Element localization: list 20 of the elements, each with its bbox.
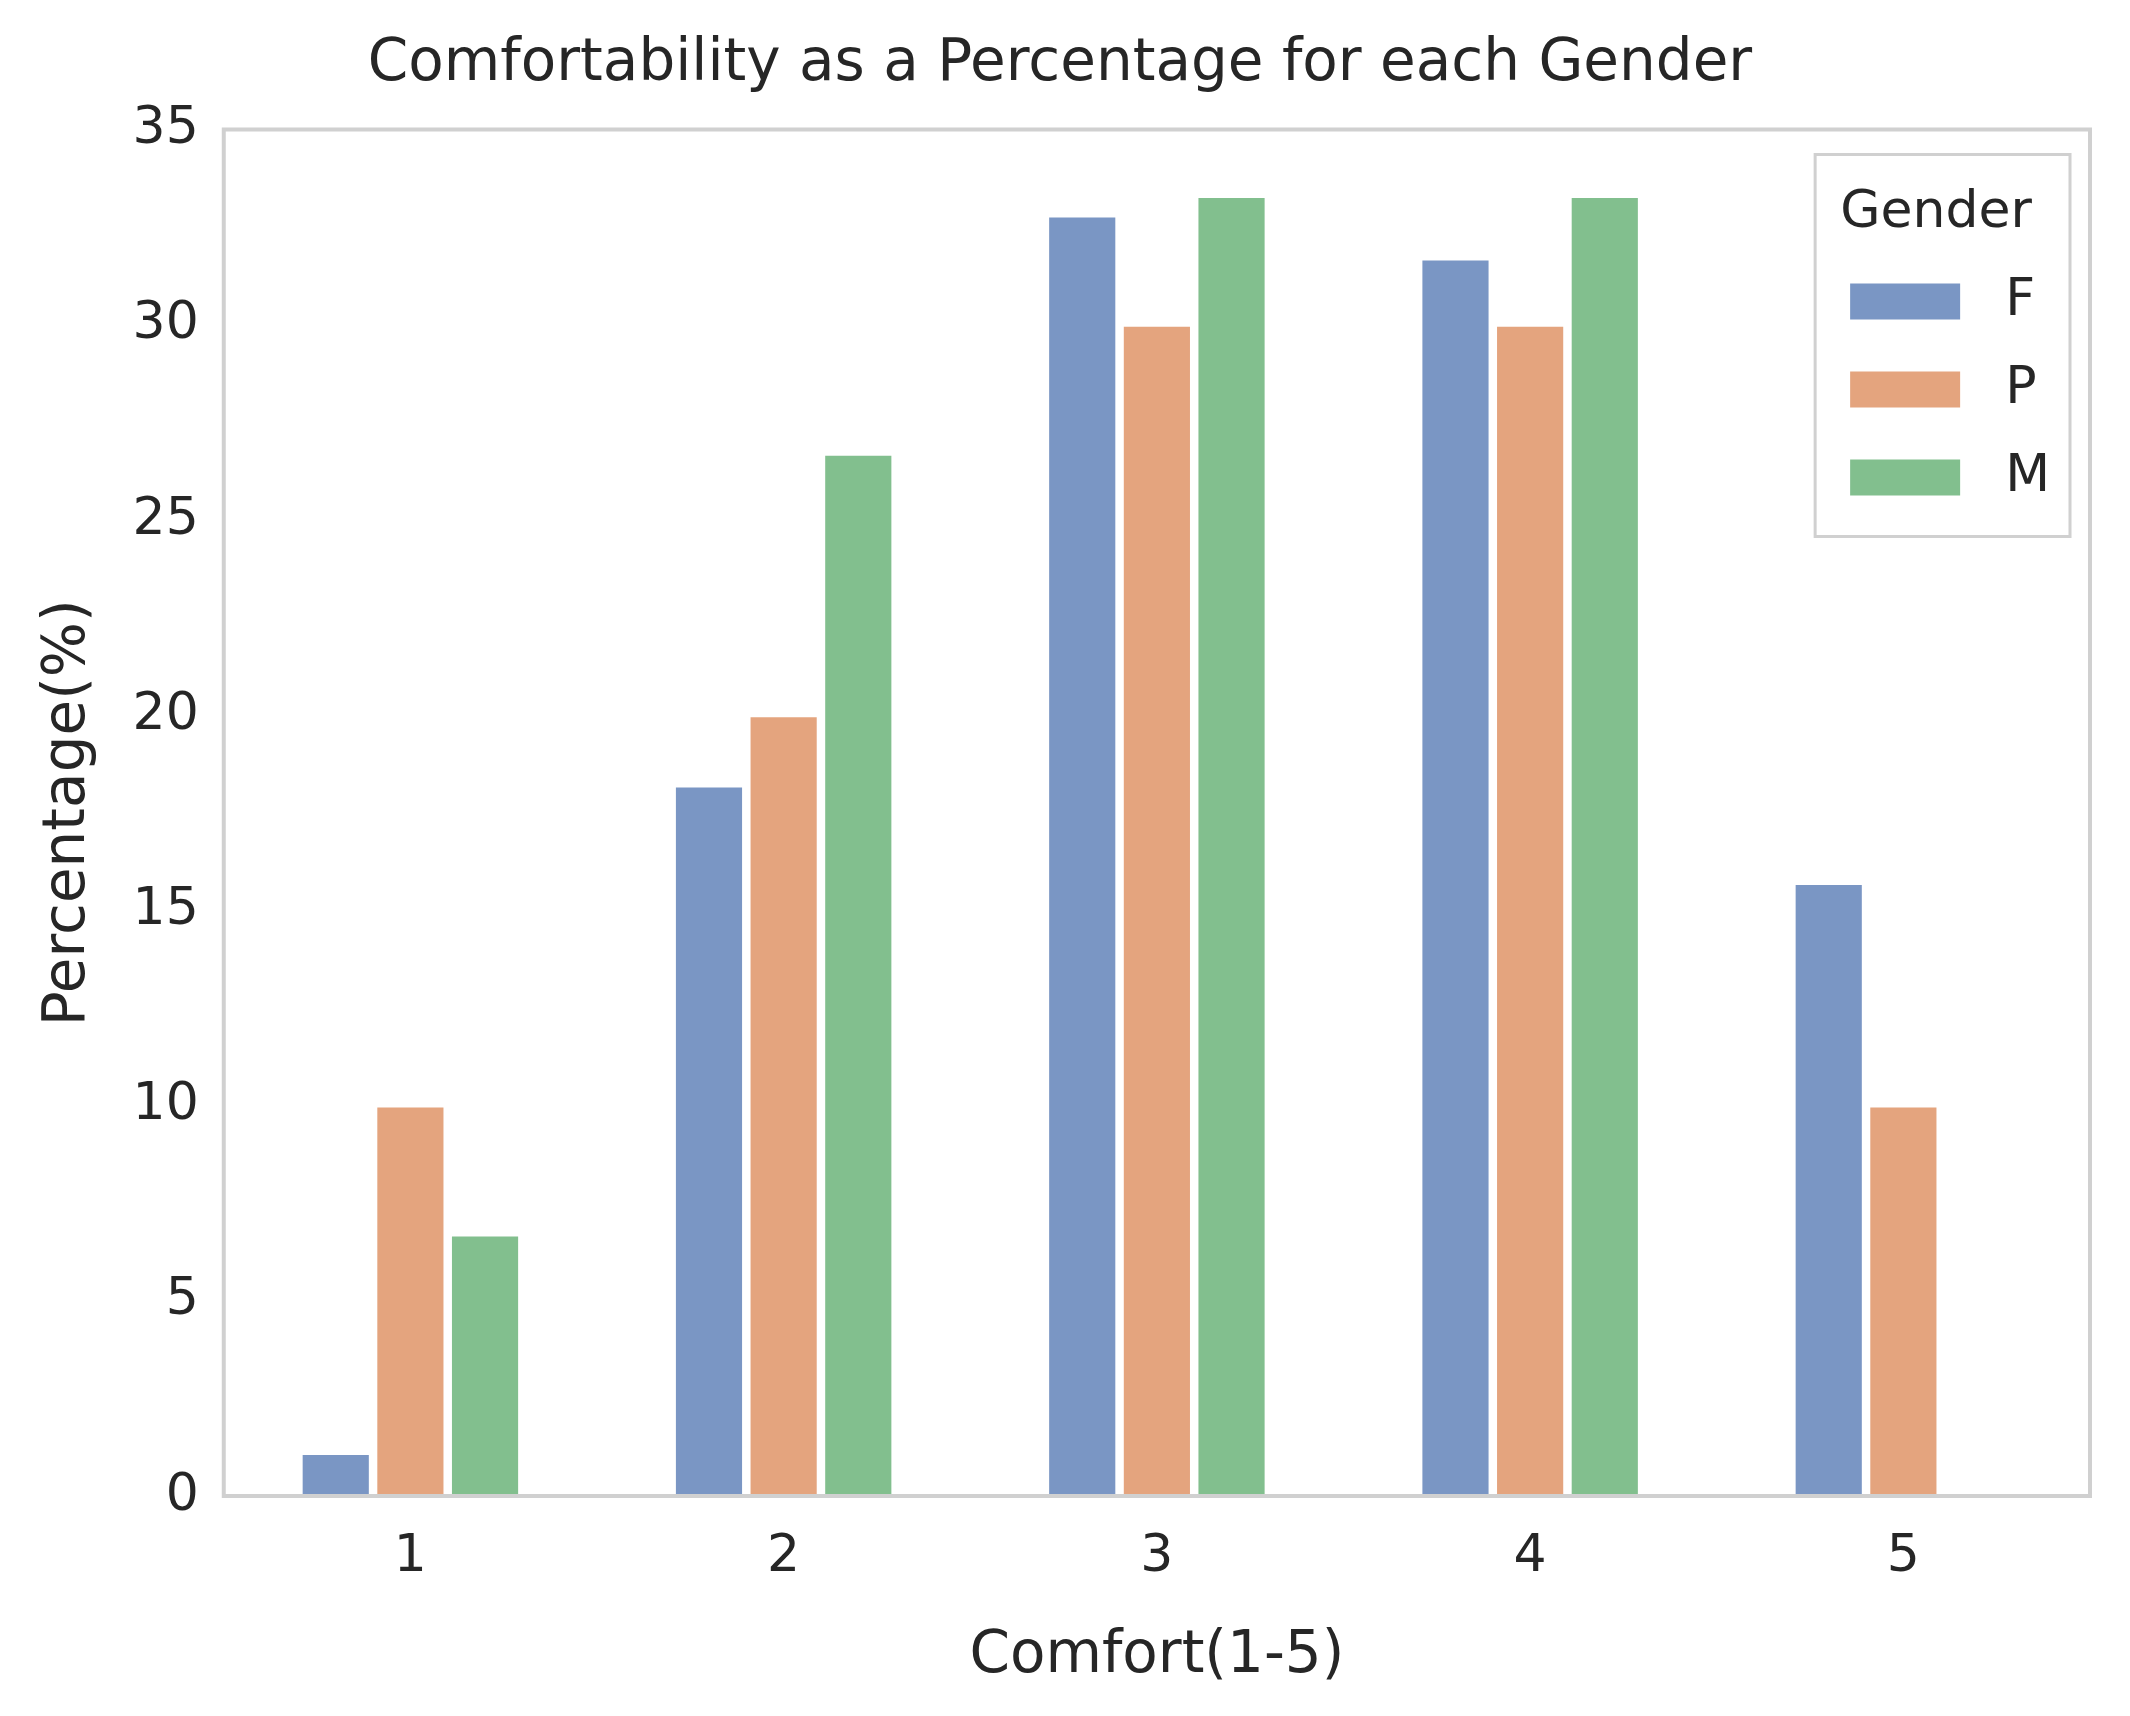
x-tick-label: 1 — [393, 1522, 427, 1583]
y-axis-title: Percentage(%) — [29, 599, 98, 1027]
chart-title: Comfortability as a Percentage for each Gender — [367, 25, 1753, 94]
x-axis-title: Comfort(1-5) — [969, 1618, 1345, 1687]
y-tick-label: 35 — [132, 95, 199, 156]
y-tick-label: 20 — [132, 680, 199, 741]
y-tick-label: 15 — [132, 875, 199, 936]
legend-label: M — [2005, 443, 2051, 504]
y-tick-label: 30 — [132, 290, 199, 351]
y-tick-label: 0 — [165, 1461, 199, 1522]
x-tick-label: 4 — [1513, 1522, 1547, 1583]
y-tick-label: 10 — [132, 1071, 199, 1132]
y-tick-label: 25 — [132, 485, 199, 546]
legend-label: F — [2005, 267, 2036, 328]
x-tick-label: 3 — [1140, 1522, 1174, 1583]
x-tick-label: 5 — [1886, 1522, 1920, 1583]
y-tick-label: 5 — [165, 1266, 199, 1327]
legend-label: P — [2005, 355, 2037, 416]
legend-title: Gender — [1840, 179, 2033, 240]
x-tick-label: 2 — [767, 1522, 801, 1583]
